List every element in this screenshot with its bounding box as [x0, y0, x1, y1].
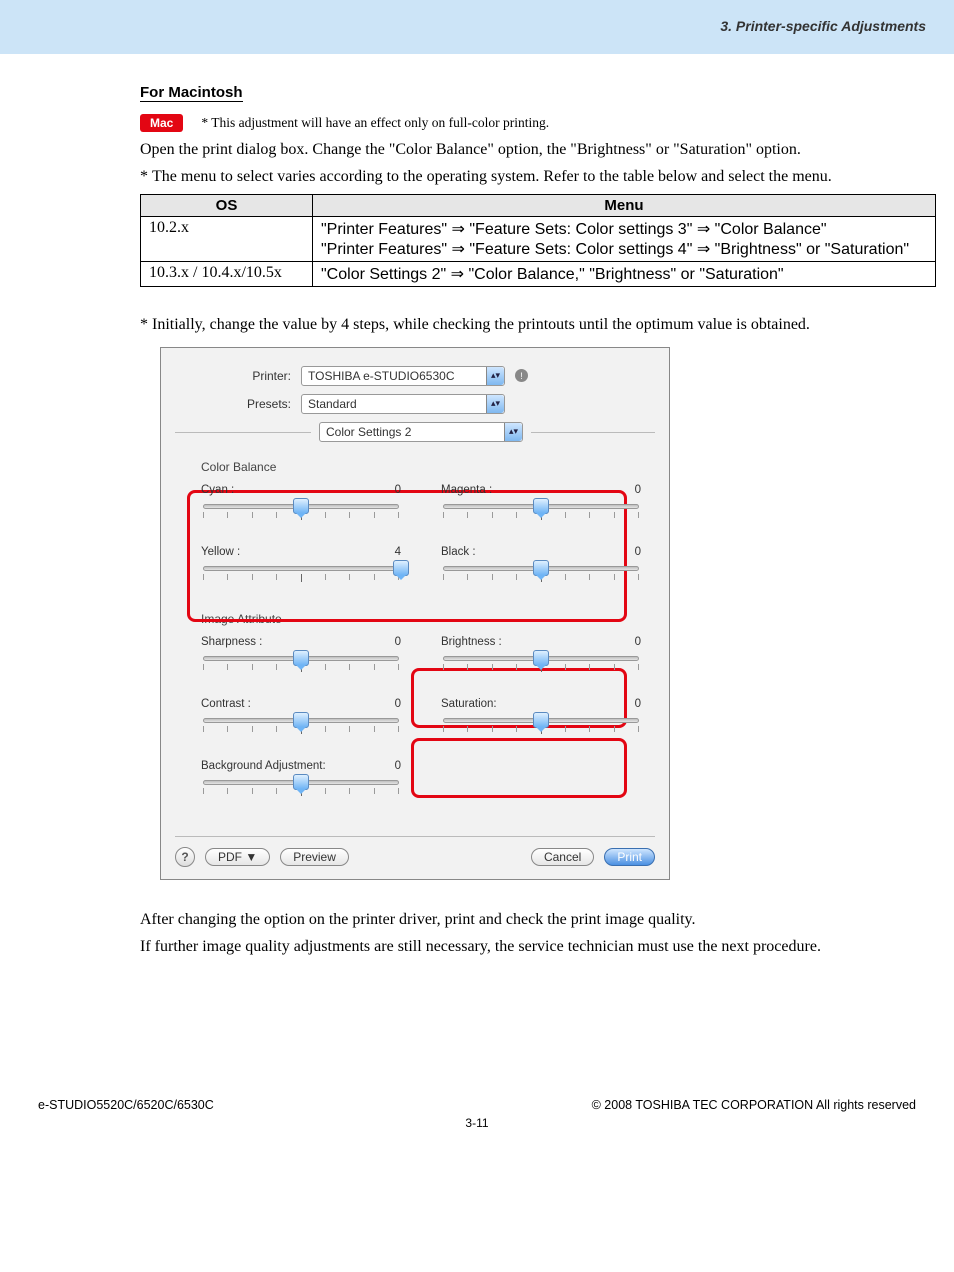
updown-icon: ▴▾ — [486, 367, 504, 385]
settings-panel: Color Balance Cyan :0 Magenta :0 Yellow … — [201, 460, 641, 800]
pdf-button[interactable]: PDF ▼ — [205, 848, 270, 866]
menu-cell: "Printer Features" ⇒ "Feature Sets: Colo… — [313, 217, 936, 262]
info-icon[interactable]: ! — [515, 369, 528, 382]
chapter-title: 3. Printer-specific Adjustments — [720, 18, 926, 34]
presets-row: Presets: Standard ▴▾ — [175, 394, 655, 414]
cancel-button[interactable]: Cancel — [531, 848, 594, 866]
after-text-1: After changing the option on the printer… — [140, 908, 936, 931]
menu-header: Menu — [313, 195, 936, 217]
help-icon[interactable]: ? — [175, 847, 195, 867]
os-menu-table: OS Menu 10.2.x"Printer Features" ⇒ "Feat… — [140, 194, 936, 287]
slider-background[interactable]: Background Adjustment:0 — [201, 760, 401, 800]
slider-black[interactable]: Black :0 — [441, 546, 641, 586]
slider-sharpness[interactable]: Sharpness :0 — [201, 636, 401, 676]
slider-cyan[interactable]: Cyan :0 — [201, 484, 401, 524]
footer-left: e-STUDIO5520C/6520C/6530C — [38, 1098, 214, 1112]
slider-saturation[interactable]: Saturation:0 — [441, 698, 641, 738]
open-dialog-text: Open the print dialog box. Change the "C… — [140, 138, 936, 161]
footer-right: © 2008 TOSHIBA TEC CORPORATION All right… — [592, 1098, 916, 1112]
after-text-2: If further image quality adjustments are… — [140, 935, 936, 958]
os-header: OS — [141, 195, 313, 217]
printer-row: Printer: TOSHIBA e-STUDIO6530C ▴▾ ! — [175, 366, 655, 386]
slider-yellow[interactable]: Yellow :4 — [201, 546, 401, 586]
page-content: For Macintosh Mac * This adjustment will… — [0, 54, 954, 958]
os-cell: 10.3.x / 10.4.x/10.5x — [141, 262, 313, 287]
panel-divider: Color Settings 2 ▴▾ — [175, 422, 655, 442]
color-balance-title: Color Balance — [201, 460, 641, 474]
mac-badge: Mac — [140, 114, 183, 132]
panel-select[interactable]: Color Settings 2 ▴▾ — [319, 422, 523, 442]
effect-note: * This adjustment will have an effect on… — [201, 115, 549, 131]
steps-note: * Initially, change the value by 4 steps… — [140, 313, 936, 336]
mac-print-dialog: Printer: TOSHIBA e-STUDIO6530C ▴▾ ! Pres… — [160, 347, 670, 880]
chapter-header: 3. Printer-specific Adjustments — [0, 0, 954, 54]
preview-button[interactable]: Preview — [280, 848, 349, 866]
page-number: 3-11 — [0, 1116, 954, 1130]
updown-icon: ▴▾ — [486, 395, 504, 413]
print-button[interactable]: Print — [604, 848, 655, 866]
os-cell: 10.2.x — [141, 217, 313, 262]
slider-contrast[interactable]: Contrast :0 — [201, 698, 401, 738]
slider-brightness[interactable]: Brightness :0 — [441, 636, 641, 676]
presets-select[interactable]: Standard ▴▾ — [301, 394, 505, 414]
dialog-footer: ? PDF ▼ Preview Cancel Print — [175, 836, 655, 867]
menu-cell: "Color Settings 2" ⇒ "Color Balance," "B… — [313, 262, 936, 287]
updown-icon: ▴▾ — [504, 423, 522, 441]
section-title: For Macintosh — [140, 84, 243, 102]
menu-varies-note: * The menu to select varies according to… — [140, 165, 936, 188]
printer-label: Printer: — [175, 369, 301, 383]
slider-magenta[interactable]: Magenta :0 — [441, 484, 641, 524]
printer-select[interactable]: TOSHIBA e-STUDIO6530C ▴▾ — [301, 366, 505, 386]
image-attribute-title: Image Attribute — [201, 612, 641, 626]
page-footer: e-STUDIO5520C/6520C/6530C © 2008 TOSHIBA… — [0, 1098, 954, 1112]
presets-label: Presets: — [175, 397, 301, 411]
mac-note-row: Mac * This adjustment will have an effec… — [140, 114, 936, 132]
